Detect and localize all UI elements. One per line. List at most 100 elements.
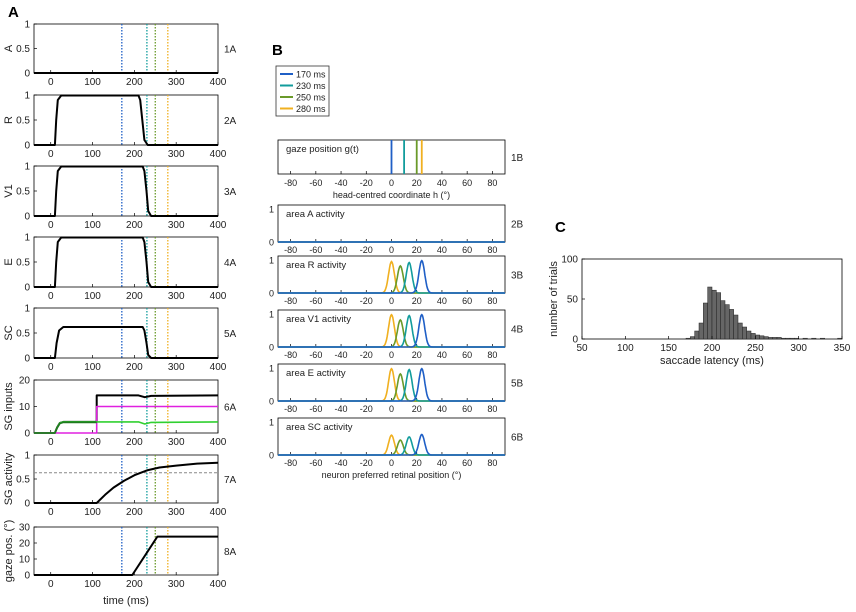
x-tick-label: 400 [210, 220, 227, 231]
histogram-bar [685, 337, 691, 340]
series-gaze [34, 535, 218, 576]
y-axis-label: SC [3, 325, 15, 340]
axes-frame [33, 236, 219, 288]
histogram-bar [759, 335, 765, 340]
y-tick-label: 0.5 [16, 475, 30, 486]
x-tick-label: 20 [412, 458, 422, 468]
x-axis-label: time (ms) [103, 595, 149, 607]
x-tick-label: 100 [84, 362, 101, 373]
y-tick-label: 0 [24, 69, 30, 80]
x-tick-label: 100 [84, 149, 101, 160]
x-tick-label: 250 [747, 343, 764, 354]
x-tick-label: 80 [487, 296, 497, 306]
x-tick-label: 40 [437, 458, 447, 468]
activity-bump-t170 [278, 259, 505, 294]
x-tick-label: 60 [462, 404, 472, 414]
series-R [34, 94, 218, 146]
legend-label: 250 ms [296, 93, 326, 103]
subplot-tag: 5B [511, 379, 524, 390]
histogram-bar [837, 337, 843, 340]
histogram-bar [707, 286, 713, 340]
histogram-bar [750, 333, 756, 340]
x-tick-label: -60 [309, 178, 322, 188]
subplot-2B: -80 -60 -40 -20 0 20 40 60 80 0 1 area A activity 2B [269, 205, 524, 256]
y-axis-label: V1 [3, 184, 15, 197]
y-tick-label: 0 [24, 354, 30, 365]
x-tick-label: 300 [168, 507, 185, 518]
x-tick-label: 400 [210, 77, 227, 88]
subplot-inner-label: area A activity [286, 209, 345, 220]
histogram-bar [811, 337, 817, 340]
x-tick-label: -40 [335, 296, 348, 306]
x-tick-label: -60 [309, 245, 322, 255]
x-tick-label: -20 [360, 404, 373, 414]
x-tick-label: -60 [309, 458, 322, 468]
x-tick-label: 60 [462, 178, 472, 188]
axes-frame [33, 526, 219, 576]
x-tick-label: 400 [210, 437, 227, 448]
x-tick-label: 400 [210, 507, 227, 518]
x-axis-label: head-centred coordinate h (°) [333, 190, 450, 200]
x-tick-label: -80 [284, 245, 297, 255]
x-tick-label: 200 [126, 220, 143, 231]
y-tick-label: 0 [269, 397, 274, 407]
histogram-bar [733, 314, 739, 340]
subplot-3A: 0 100 200 300 400 0 0.5 1 V1 3A [3, 162, 237, 232]
x-tick-label: 300 [168, 579, 185, 590]
x-axis-label: neuron preferred retinal position (°) [322, 470, 462, 480]
y-tick-label: 10 [19, 402, 31, 413]
histogram-bar [755, 334, 760, 340]
subplot-tag: 6A [224, 403, 237, 414]
panel-letter-b: B [272, 42, 283, 59]
axes-frame [277, 204, 506, 243]
x-tick-label: 200 [704, 343, 721, 354]
subplot-8A: 0 100 200 300 400 0 10 20 30 gaze pos. (°) 8A [3, 520, 237, 590]
histogram-bar [820, 337, 825, 340]
y-axis-label: E [3, 258, 15, 265]
y-tick-label: 0.5 [16, 258, 30, 269]
axes-frame [277, 417, 506, 456]
y-tick-label: 0 [269, 343, 274, 353]
y-tick-label: 1 [24, 451, 30, 462]
histogram-bar [694, 330, 700, 340]
axes-frame [33, 165, 219, 217]
series-SG [34, 461, 219, 504]
subplot-tag: 4A [224, 258, 237, 269]
histogram-bar [789, 337, 795, 340]
x-tick-label: 80 [487, 178, 497, 188]
x-tick-label: 100 [84, 579, 101, 590]
y-tick-label: 1 [24, 233, 30, 244]
y-tick-label: 0 [24, 212, 30, 223]
subplot-7A: 0 100 200 300 400 0 0.5 1 SG activity 7A [3, 451, 237, 519]
x-axis-label: saccade latency (ms) [660, 355, 764, 367]
subplot-tag: 3B [511, 271, 524, 282]
subplot-inner-label: area E activity [286, 368, 346, 379]
x-tick-label: 200 [126, 362, 143, 373]
x-tick-label: -40 [335, 458, 348, 468]
subplot-4A: 0 100 200 300 400 0 0.5 1 E 4A [3, 233, 237, 303]
y-tick-label: 30 [19, 523, 31, 534]
y-axis-label: A [3, 44, 15, 52]
x-tick-label: 200 [126, 77, 143, 88]
subplot-tag: 1A [224, 45, 237, 56]
x-tick-label: 100 [84, 220, 101, 231]
y-tick-label: 0 [24, 499, 30, 510]
subplot-inner-label: gaze position g(t) [286, 144, 359, 155]
x-tick-label: 40 [437, 350, 447, 360]
series-V1 [34, 165, 218, 217]
panel-letter-a: A [8, 4, 19, 21]
y-tick-label: 0 [24, 283, 30, 294]
x-tick-label: 20 [412, 296, 422, 306]
y-tick-label: 1 [269, 205, 274, 215]
x-tick-label: 200 [126, 437, 143, 448]
x-tick-label: 300 [790, 343, 807, 354]
x-tick-label: 0 [48, 362, 54, 373]
histogram-bar [763, 336, 769, 340]
axes-frame [33, 94, 219, 146]
x-tick-label: 20 [412, 245, 422, 255]
subplot-6B: -80 -60 -40 -20 0 20 40 60 80 0 1 area SC activity 6… [269, 418, 524, 481]
x-tick-label: 0 [48, 220, 54, 231]
x-tick-label: 100 [84, 77, 101, 88]
